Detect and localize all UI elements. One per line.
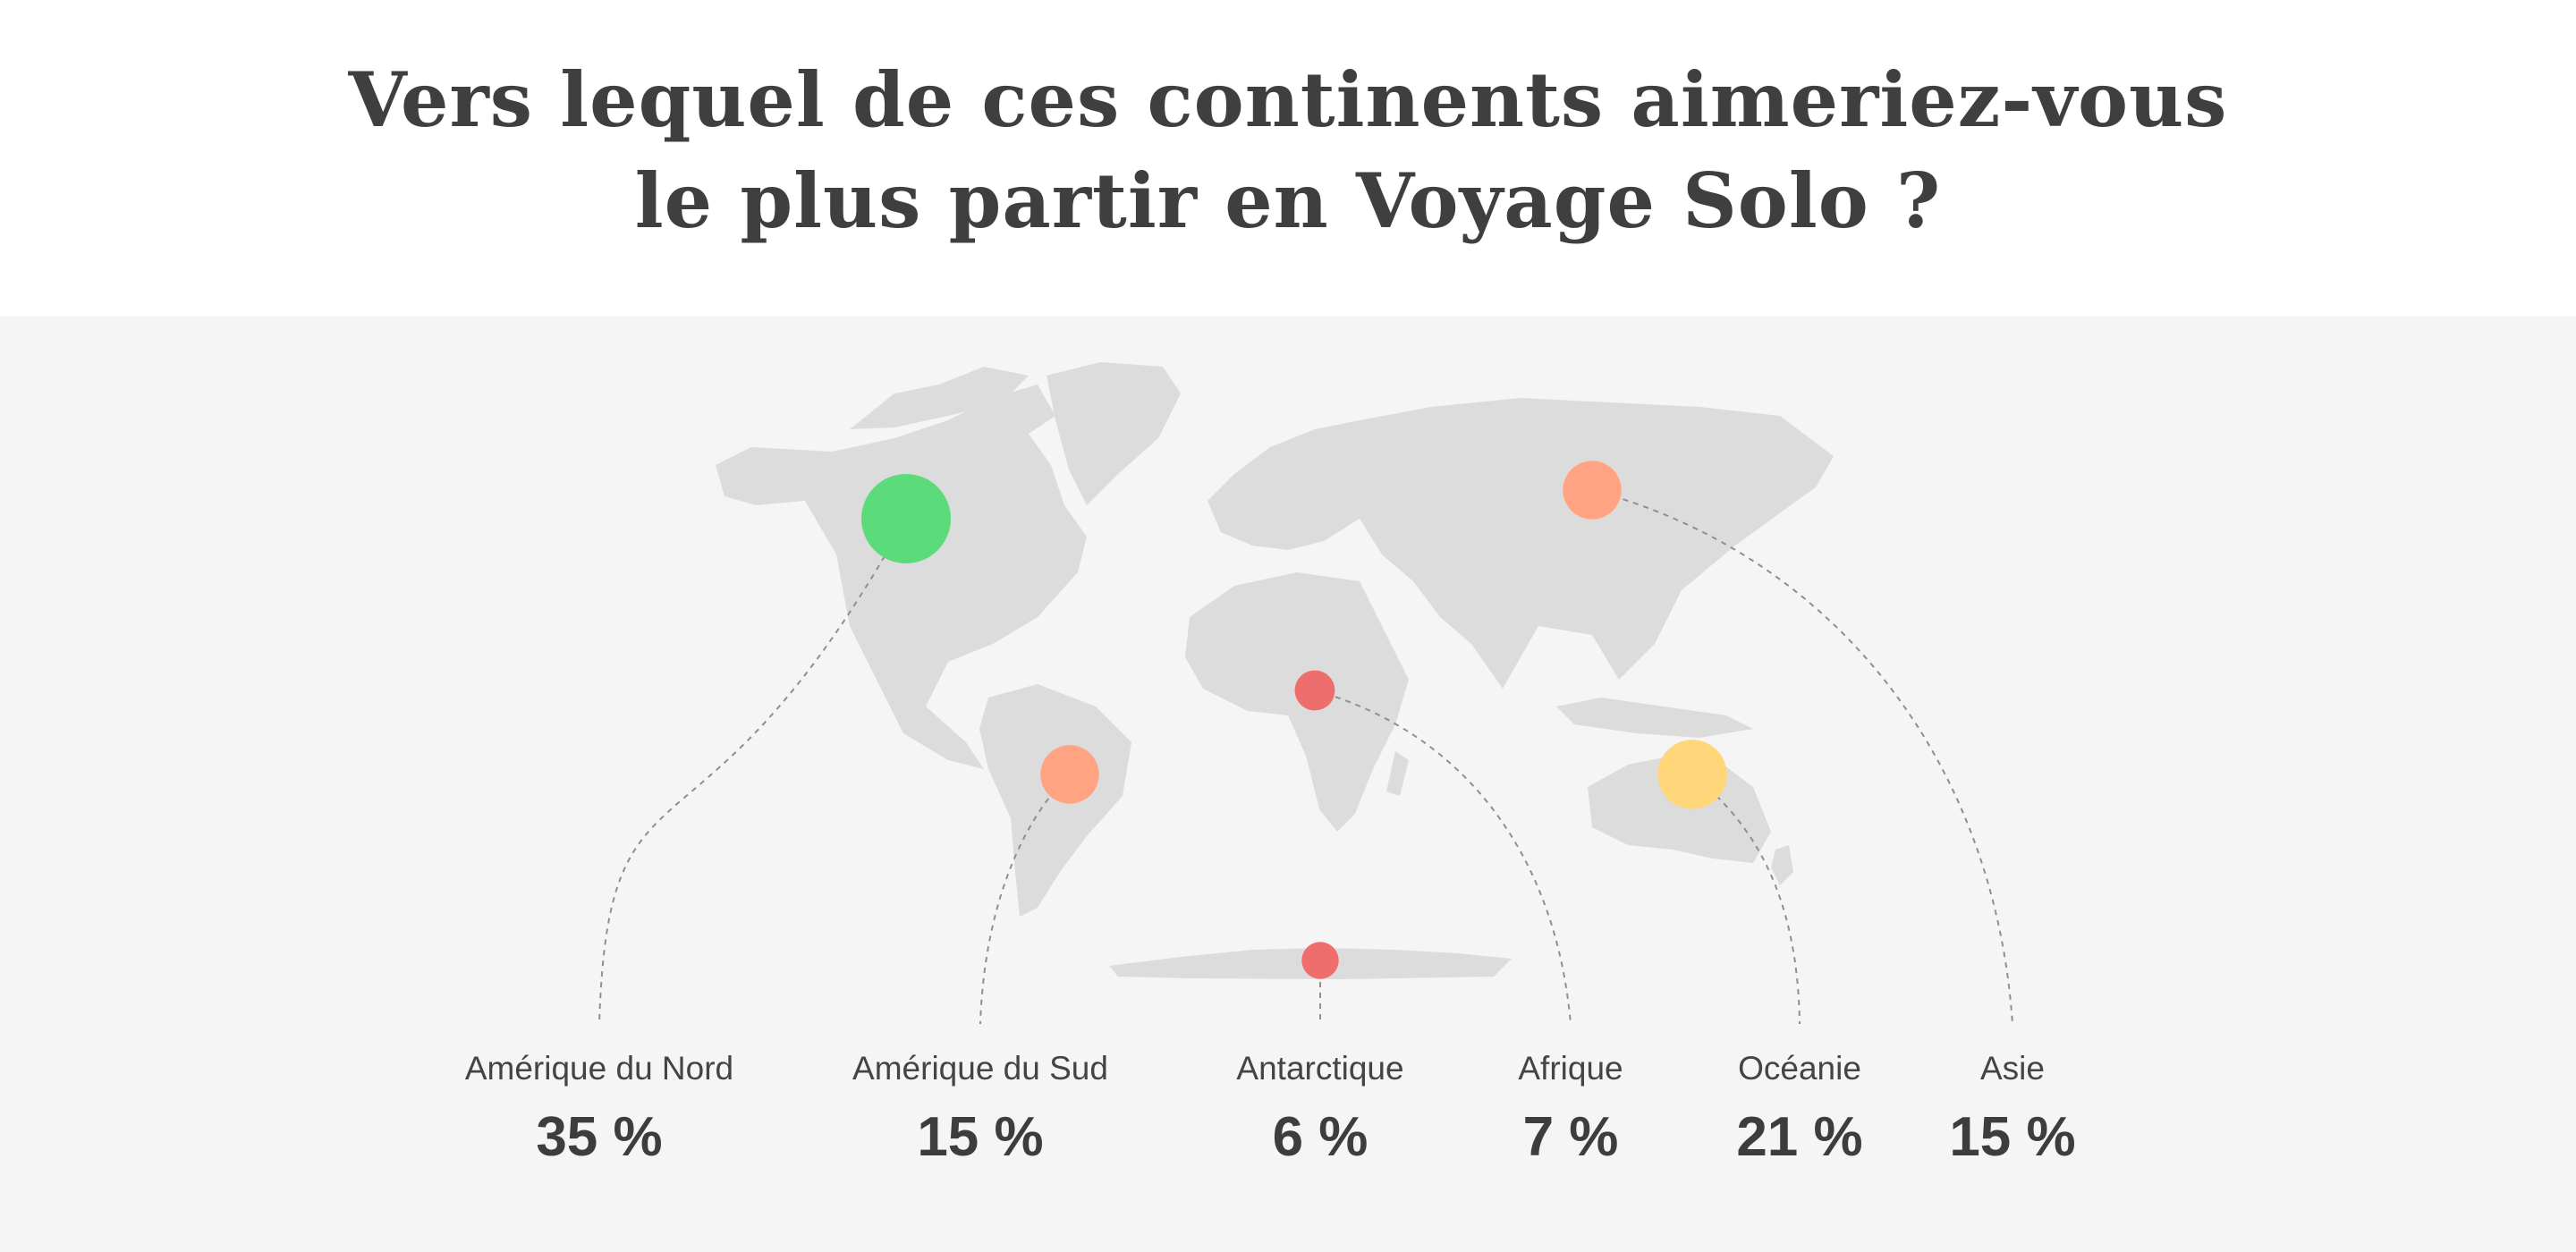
- continent-value-amerique-du-nord: 35 %: [536, 1106, 662, 1168]
- landmass-greenland: [1046, 362, 1181, 505]
- continent-value-afrique: 7 %: [1523, 1106, 1619, 1168]
- continent-labels: Amérique du Nord 35 % Amérique du Sud 15 % A…: [465, 1050, 2076, 1168]
- continent-label-amerique-du-sud: Amérique du Sud: [852, 1050, 1108, 1087]
- continent-label-asie: Asie: [1980, 1050, 2045, 1087]
- landmass-europe: [1208, 420, 1395, 550]
- continent-label-amerique-du-nord: Amérique du Nord: [465, 1050, 733, 1087]
- title-block: Vers lequel de ces continents aimeriez-v…: [0, 0, 2576, 317]
- bubble-oceanie: [1657, 740, 1727, 809]
- data-bubbles: [861, 461, 1727, 979]
- bubble-afrique: [1294, 670, 1335, 711]
- leader-line-asie: [1591, 489, 2013, 1025]
- world-map-land: [716, 362, 1834, 979]
- landmass-north-america: [716, 385, 1087, 769]
- chart-title-line-1: Vers lequel de ces continents aimeriez-v…: [348, 55, 2228, 144]
- continent-value-antarctique: 6 %: [1273, 1106, 1368, 1168]
- continent-value-amerique-du-sud: 15 %: [917, 1106, 1043, 1168]
- continent-label-afrique: Afrique: [1518, 1050, 1623, 1087]
- leader-line-amerique-du-nord: [598, 518, 907, 1025]
- leader-line-oceanie: [1691, 774, 1801, 1025]
- landmass-indonesia: [1556, 698, 1753, 738]
- bubble-antarctique: [1301, 942, 1339, 979]
- landmass-madagascar: [1386, 751, 1409, 796]
- continent-label-oceanie: Océanie: [1738, 1050, 1861, 1087]
- landmass-asia: [1360, 398, 1834, 689]
- landmass-arctic-islands: [850, 367, 1029, 429]
- bubble-amerique-du-sud: [1040, 745, 1099, 804]
- bubble-amerique-du-nord: [861, 474, 951, 563]
- leader-lines: [598, 489, 2013, 1025]
- landmass-new-zealand: [1771, 845, 1793, 885]
- continent-label-antarctique: Antarctique: [1236, 1050, 1403, 1087]
- chart-title-line-2: le plus partir en Voyage Solo ?: [634, 156, 1942, 245]
- landmass-south-america: [979, 684, 1131, 917]
- bubble-asie: [1563, 461, 1622, 520]
- continent-value-oceanie: 21 %: [1736, 1106, 1862, 1168]
- landmass-africa: [1185, 572, 1409, 832]
- continent-value-asie: 15 %: [1949, 1106, 2075, 1168]
- leader-line-amerique-du-sud: [979, 774, 1071, 1025]
